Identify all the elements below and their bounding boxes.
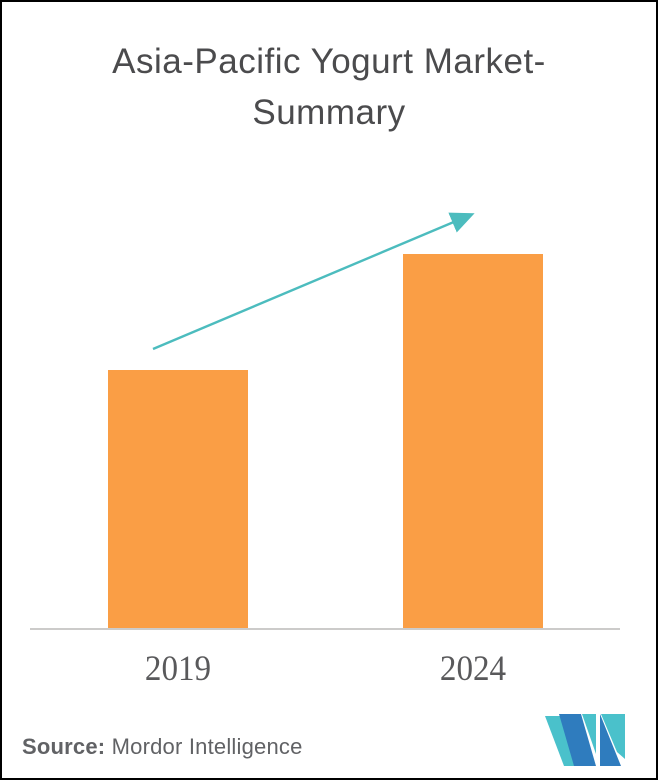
x-axis-line (30, 628, 620, 630)
source-label: Source: (22, 734, 106, 759)
chart-title-line-2: Summary (252, 93, 406, 132)
x-tick-2019: 2019 (144, 648, 212, 688)
bar-2019 (108, 370, 248, 628)
source-attribution: Source: Mordor Intelligence (22, 734, 303, 760)
bar-2024 (403, 254, 543, 628)
source-value: Mordor Intelligence (111, 734, 303, 759)
x-tick-2024: 2024 (439, 648, 507, 688)
mordor-intelligence-logo-icon (545, 714, 625, 766)
chart-title: Asia-Pacific Yogurt Market- Summary (2, 36, 656, 138)
chart-title-line-1: Asia-Pacific Yogurt Market- (112, 42, 546, 81)
